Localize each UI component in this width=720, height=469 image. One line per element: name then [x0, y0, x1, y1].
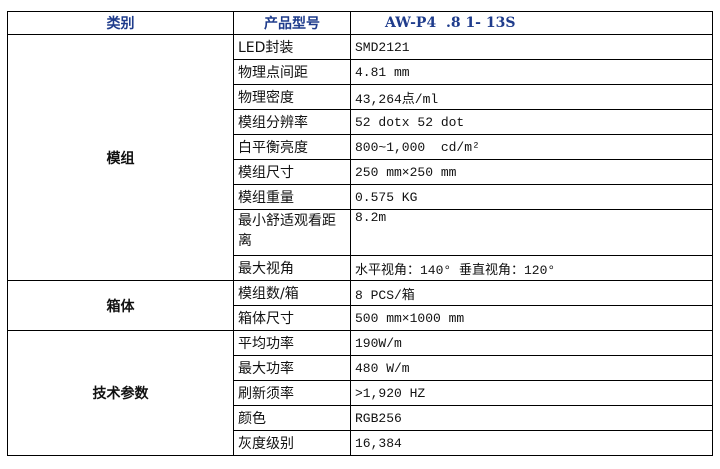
spec-value: 0.575 KG [350, 184, 713, 210]
spec-label: 灰度级别 [233, 430, 351, 456]
table-row: 箱体 模组数/箱 8 PCS/箱 [7, 280, 713, 331]
spec-label: 物理点间距 [233, 59, 351, 85]
spec-value: 8.2m [350, 209, 713, 256]
spec-value: 480 W/m [350, 355, 713, 381]
spec-value: 43,264点/ml [350, 84, 713, 110]
spec-label: 最大功率 [233, 355, 351, 381]
table-row: 最大视角 水平视角：140° 垂直视角：120° [8, 255, 713, 281]
spec-label: 箱体尺寸 [233, 305, 351, 331]
table-row: 最大功率 480 W/m [8, 355, 713, 381]
spec-value: 250 mm×250 mm [350, 159, 713, 185]
spec-value: 4.81 mm [350, 59, 713, 85]
table-row: 灰度级别 16,384 [8, 430, 713, 456]
spec-value: 8 PCS/箱 [350, 280, 713, 306]
table-row: 模组分辨率 52 dotx 52 dot [8, 109, 713, 135]
table-row: 模组 LED封装 SMD2121 [7, 34, 713, 281]
table-row: 最小舒适观看距离 8.2m [8, 209, 713, 256]
table-row: 物理密度 43,264点/ml [8, 84, 713, 110]
category-cell: 技术参数 [7, 330, 234, 456]
spec-label: 物理密度 [233, 84, 351, 110]
spec-value: RGB256 [350, 405, 713, 431]
spec-value: 800~1,000 cd/m² [350, 134, 713, 160]
spec-value: 52 dotx 52 dot [350, 109, 713, 135]
spec-label: 最小舒适观看距离 [233, 209, 351, 256]
spec-label: 模组数/箱 [233, 280, 351, 306]
header-model-label: 产品型号 [233, 11, 351, 35]
spec-label: 颜色 [233, 405, 351, 431]
spec-value: 水平视角：140° 垂直视角：120° [350, 255, 713, 281]
spec-value: >1,920 HZ [350, 380, 713, 406]
spec-label: 模组分辨率 [233, 109, 351, 135]
table-row: 物理点间距 4.81 mm [8, 59, 713, 85]
header-model-value: AW-P4 .8 1- 13S [350, 11, 713, 35]
spec-label: 刷新须率 [233, 380, 351, 406]
spec-value: 16,384 [350, 430, 713, 456]
spec-label: 模组尺寸 [233, 159, 351, 185]
table-row: 技术参数 平均功率 190W/m [7, 330, 713, 456]
spec-label: LED封装 [233, 34, 351, 60]
table-row: 模组重量 0.575 KG [8, 184, 713, 210]
category-cell: 模组 [7, 34, 234, 281]
header-row: 类别 产品型号 AW-P4 .8 1- 13S [7, 11, 713, 35]
spec-table: 类别 产品型号 AW-P4 .8 1- 13S 模组 LED封装 SMD2121 物理… [7, 11, 713, 456]
spec-label: 最大视角 [233, 255, 351, 281]
spec-label: 白平衡亮度 [233, 134, 351, 160]
spec-value: 190W/m [350, 330, 713, 356]
spec-label: 模组重量 [233, 184, 351, 210]
spec-label: 平均功率 [233, 330, 351, 356]
header-category: 类别 [7, 11, 234, 35]
spec-value: 500 mm×1000 mm [350, 305, 713, 331]
spec-value: SMD2121 [350, 34, 713, 60]
category-cell: 箱体 [7, 280, 234, 331]
